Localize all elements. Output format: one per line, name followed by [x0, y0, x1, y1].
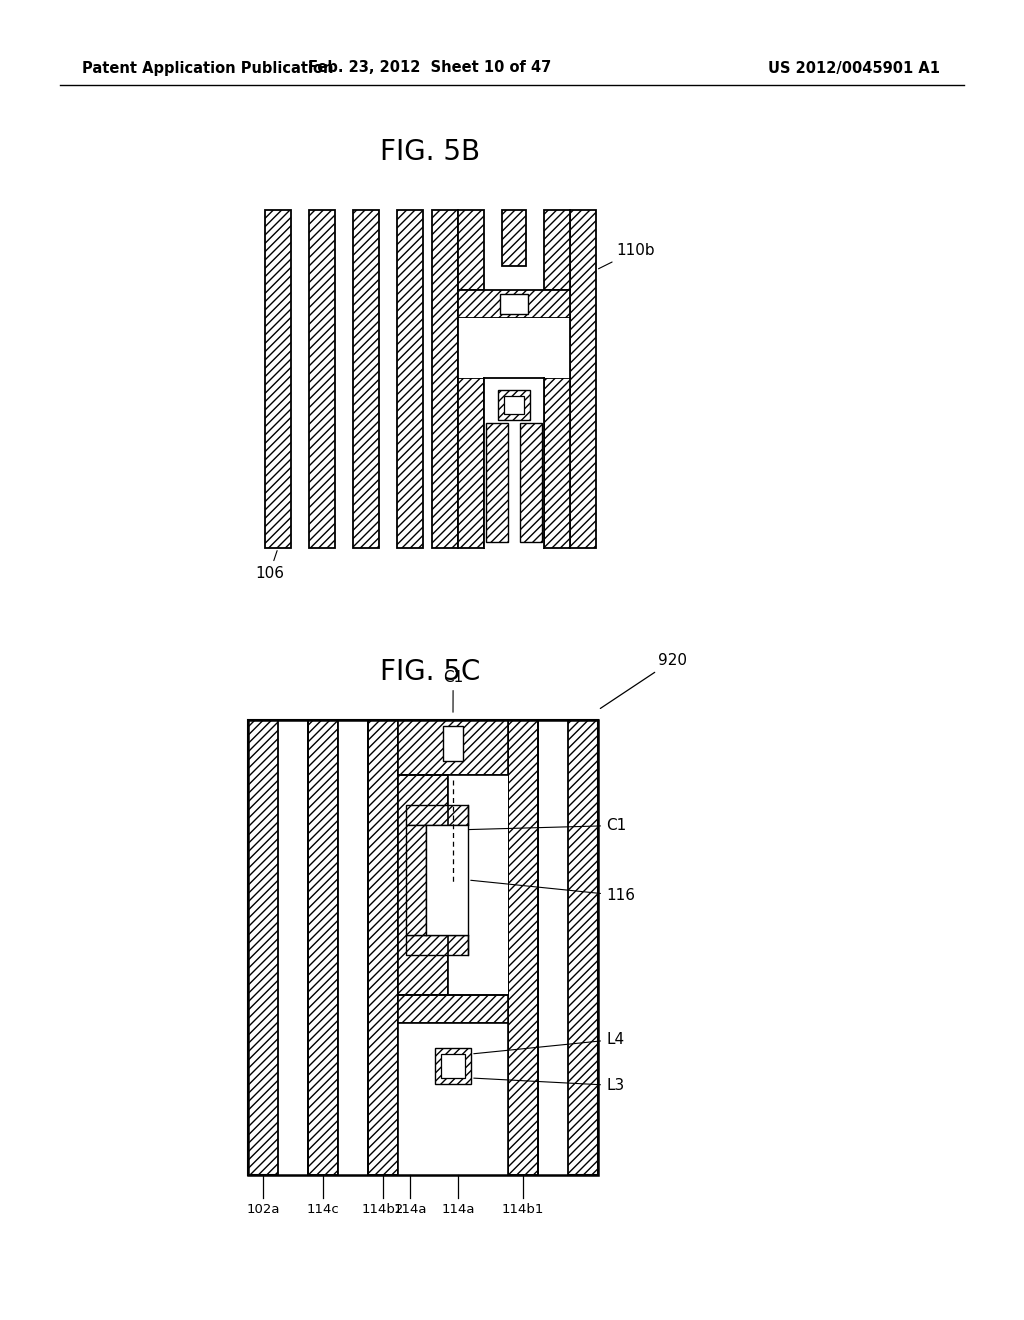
Text: 114a: 114a	[393, 1203, 427, 1216]
Bar	[502, 210, 526, 267]
Text: Feb. 23, 2012  Sheet 10 of 47: Feb. 23, 2012 Sheet 10 of 47	[308, 61, 552, 75]
Text: Patent Application Publication: Patent Application Publication	[82, 61, 334, 75]
Text: 116: 116	[471, 880, 635, 903]
Bar	[443, 726, 463, 762]
Bar	[398, 1023, 508, 1175]
Bar	[432, 210, 458, 548]
Bar	[338, 719, 368, 1175]
Bar	[458, 210, 484, 290]
Bar	[500, 294, 528, 314]
Bar	[484, 378, 544, 548]
Text: US 2012/0045901 A1: US 2012/0045901 A1	[768, 61, 940, 75]
Text: L3: L3	[474, 1078, 625, 1093]
Bar	[309, 210, 335, 548]
Bar	[544, 210, 570, 290]
Bar	[278, 719, 308, 1175]
Text: 102a: 102a	[246, 1203, 280, 1216]
Text: 106: 106	[255, 550, 284, 581]
Bar	[443, 726, 463, 762]
Text: L4: L4	[474, 1032, 624, 1053]
Bar	[498, 389, 530, 420]
Bar	[500, 294, 528, 314]
Bar	[406, 825, 426, 935]
Text: C1: C1	[443, 671, 463, 713]
Bar	[406, 935, 468, 954]
Bar	[248, 719, 598, 1175]
Bar	[458, 378, 484, 548]
Bar	[435, 1048, 471, 1084]
Text: 114a: 114a	[441, 1203, 475, 1216]
Bar	[441, 1053, 465, 1078]
Text: FIG. 5C: FIG. 5C	[380, 657, 480, 686]
Bar	[544, 378, 570, 548]
Bar	[520, 422, 542, 543]
Text: 920: 920	[600, 653, 687, 709]
Bar	[398, 719, 508, 775]
Bar	[398, 719, 508, 1175]
Text: FIG. 5B: FIG. 5B	[380, 139, 480, 166]
Bar	[248, 719, 598, 1175]
Bar	[570, 210, 596, 548]
Bar	[368, 719, 398, 1175]
Text: 114b1: 114b1	[502, 1203, 544, 1216]
Text: C1: C1	[456, 818, 627, 833]
Bar	[504, 396, 524, 414]
Bar	[398, 995, 508, 1023]
Bar	[538, 719, 568, 1175]
Bar	[449, 775, 508, 995]
Bar	[406, 805, 468, 825]
Text: 114c: 114c	[306, 1203, 339, 1216]
Bar	[353, 210, 379, 548]
Bar	[441, 1053, 465, 1078]
Bar	[458, 290, 570, 318]
Bar	[397, 210, 423, 548]
Bar	[426, 825, 468, 935]
Bar	[265, 210, 291, 548]
Text: 110b: 110b	[598, 243, 654, 269]
Bar	[308, 719, 338, 1175]
Bar	[458, 318, 570, 378]
Text: 114b2: 114b2	[361, 1203, 404, 1216]
Bar	[504, 396, 524, 414]
Bar	[508, 719, 538, 1175]
Bar	[398, 775, 449, 995]
Bar	[486, 422, 508, 543]
